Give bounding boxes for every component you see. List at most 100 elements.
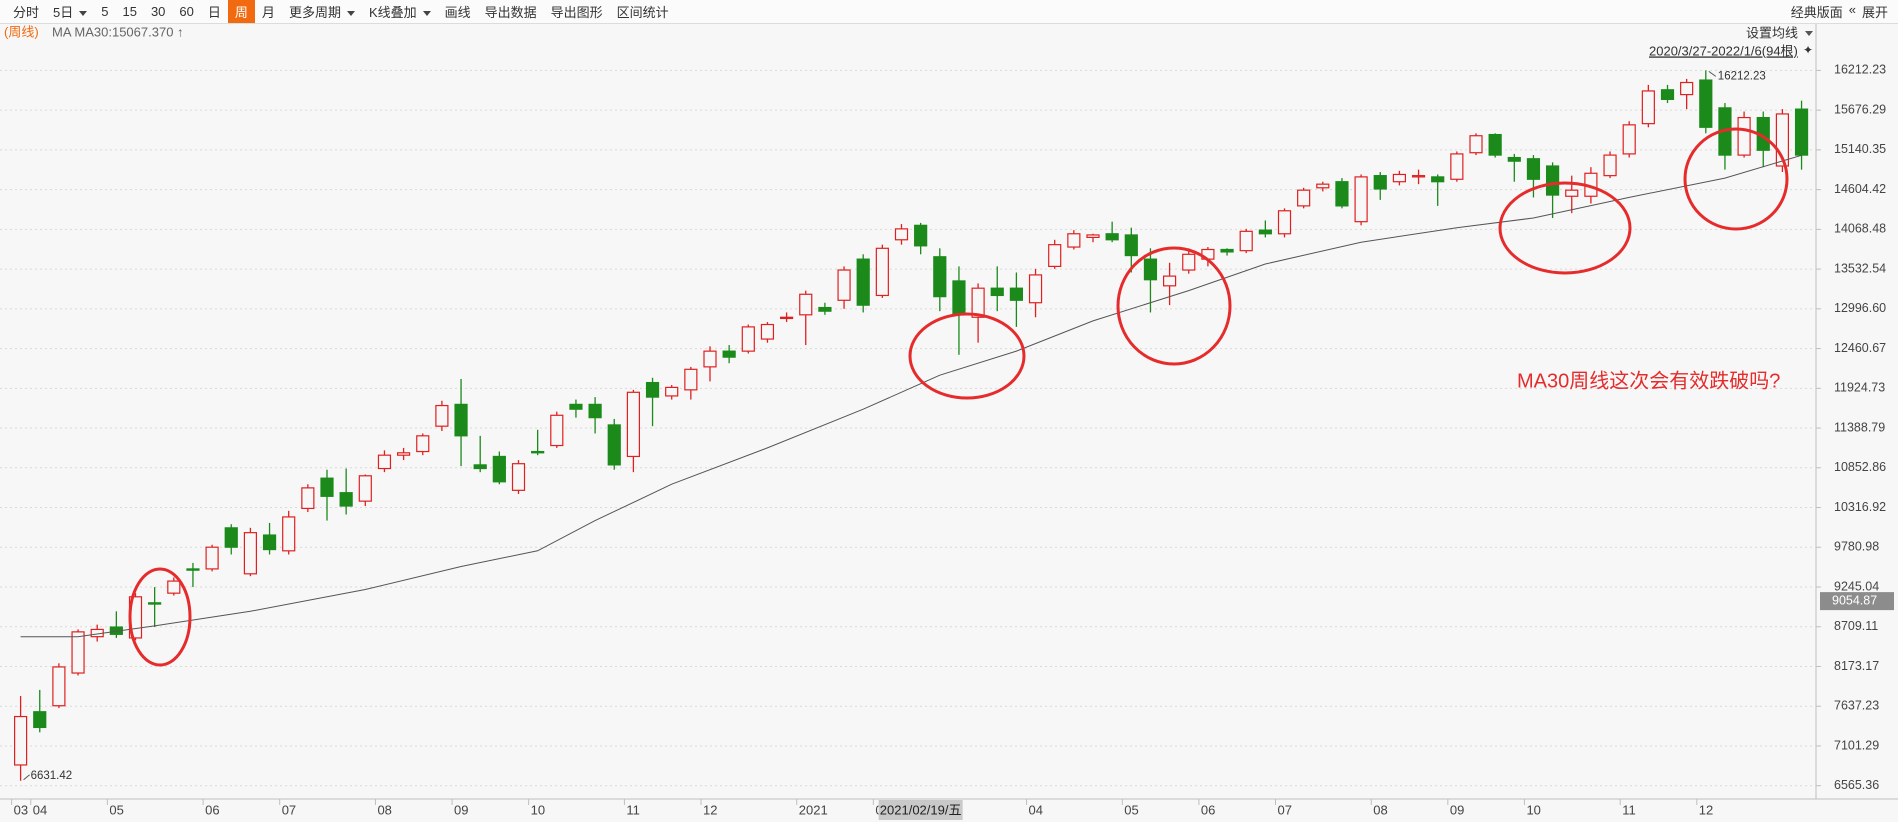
candle-body <box>1335 181 1349 207</box>
candle-body <box>1105 233 1119 241</box>
toolbar-right-item[interactable]: « <box>1848 2 1856 17</box>
toolbar-item[interactable]: 30 <box>150 4 166 19</box>
ma-line <box>20 154 1802 638</box>
y-tick-label: 12460.67 <box>1834 341 1886 355</box>
highlight-circle <box>908 312 1026 400</box>
toolbar-item[interactable]: 更多周期 <box>282 0 362 23</box>
candle-body <box>1660 89 1675 101</box>
x-tick-label: 11 <box>1622 802 1636 817</box>
candle-body <box>262 534 277 551</box>
x-tick-label: 10 <box>1526 802 1540 817</box>
dropdown-icon <box>1805 31 1813 36</box>
candle-body <box>894 228 909 241</box>
candle-body <box>1239 230 1253 252</box>
y-tick-label: 9245.04 <box>1834 579 1879 593</box>
y-tick-label: 9780.98 <box>1834 540 1879 554</box>
toolbar-item[interactable]: 区间统计 <box>616 5 669 20</box>
toolbar-right-item[interactable]: 展开 <box>1861 5 1888 20</box>
x-tick-label: 05 <box>1124 802 1138 817</box>
x-tick-label: 07 <box>1278 802 1292 817</box>
candle-body <box>1048 244 1062 267</box>
y-tick-label: 14604.42 <box>1834 182 1886 196</box>
range-label: 2020/3/27-2022/1/6(94根) <box>1649 43 1798 58</box>
candle-body <box>607 424 621 466</box>
candle-body <box>1277 210 1292 235</box>
toolbar-item[interactable]: 5 <box>101 4 109 19</box>
x-tick-label: 09 <box>1450 802 1464 817</box>
candle-body <box>358 475 372 502</box>
candle-body <box>14 715 28 766</box>
toolbar-right-item[interactable]: 经典版面 <box>1790 5 1843 20</box>
candle-body <box>1411 175 1426 178</box>
candle-body <box>971 287 985 318</box>
candle-body <box>818 306 832 312</box>
candle-body <box>1507 156 1521 162</box>
highlight-circle <box>1116 246 1232 366</box>
candle-body <box>626 391 641 458</box>
toolbar-item[interactable]: 画线 <box>444 5 471 20</box>
x-tick-label: 07 <box>282 802 296 817</box>
y-tick-label: 13532.54 <box>1834 261 1886 275</box>
candle-body <box>1028 274 1043 304</box>
candle-body <box>856 258 870 306</box>
candle-body <box>1699 79 1713 128</box>
candle-body <box>1488 133 1502 156</box>
toolbar-item[interactable]: 周 <box>227 0 255 23</box>
x-tick-label: 08 <box>377 802 391 817</box>
toolbar-item[interactable]: 导出数据 <box>484 5 537 20</box>
candle-body <box>1182 253 1196 271</box>
candle-body <box>933 256 947 298</box>
toolbar-item[interactable]: 5日 <box>46 0 94 23</box>
crosshair-date-box <box>878 800 963 820</box>
x-tick-label: 09 <box>454 802 468 817</box>
toolbar-item[interactable]: K线叠加 <box>362 0 438 23</box>
annotation: MA30周线这次会有效跌破吗? <box>1517 369 1780 392</box>
candle-body <box>779 316 794 320</box>
candle-body <box>799 293 813 316</box>
y-tick-label: 12996.60 <box>1834 301 1886 315</box>
candle-body <box>1316 183 1330 189</box>
toolbar-item[interactable]: 月 <box>261 5 275 20</box>
candle-body <box>1603 154 1617 177</box>
pin-icon[interactable]: ✦ <box>1803 43 1813 57</box>
y-tick-label: 15140.35 <box>1834 142 1886 156</box>
candle-body <box>531 450 545 454</box>
candle-body <box>473 464 487 470</box>
min-pointer <box>23 774 30 781</box>
toolbar-item[interactable]: 15 <box>122 4 137 19</box>
y-tick-label: 10316.92 <box>1834 500 1886 514</box>
crosshair-price-box <box>1820 592 1894 611</box>
ma-settings[interactable]: 设置均线 <box>1746 25 1798 40</box>
candle-body <box>665 386 679 397</box>
y-tick-label: 8709.11 <box>1834 619 1878 633</box>
toolbar-item[interactable]: 日 <box>207 5 221 20</box>
candle-body <box>1680 81 1694 96</box>
candle-body <box>703 350 717 368</box>
candle-body <box>454 403 468 437</box>
toolbar-item[interactable]: 60 <box>179 4 194 19</box>
y-tick-label: 14068.48 <box>1834 222 1886 236</box>
y-tick-label: 7637.23 <box>1834 699 1879 713</box>
candle-body <box>1067 233 1081 248</box>
crosshair-date-label: 2021/02/19/五 <box>880 802 962 817</box>
candle-body <box>1086 234 1100 239</box>
candle-body <box>914 224 928 247</box>
candle-body <box>1392 173 1407 183</box>
candle-body <box>1297 189 1311 207</box>
candle-body <box>952 280 966 316</box>
candle-body <box>1622 124 1636 155</box>
toolbar-left: 分时 5日 5 15 30 60 日周月更多周期 K线叠加 画线 导出数据 导出图形 区间统计 <box>0 0 676 23</box>
candle-body <box>1354 176 1368 223</box>
ma-legend: MA MA30:15067.370 ↑ <box>52 24 184 39</box>
candle-body <box>1545 165 1560 196</box>
toolbar-item[interactable]: 导出图形 <box>550 5 603 20</box>
toolbar-item[interactable]: 分时 <box>13 5 40 20</box>
candle-body <box>492 455 506 483</box>
x-tick-label: 2021 <box>799 802 828 817</box>
candle-body <box>1737 116 1751 156</box>
candle-body <box>1450 153 1464 180</box>
candle-body <box>416 435 430 453</box>
candle-body <box>1220 248 1234 253</box>
